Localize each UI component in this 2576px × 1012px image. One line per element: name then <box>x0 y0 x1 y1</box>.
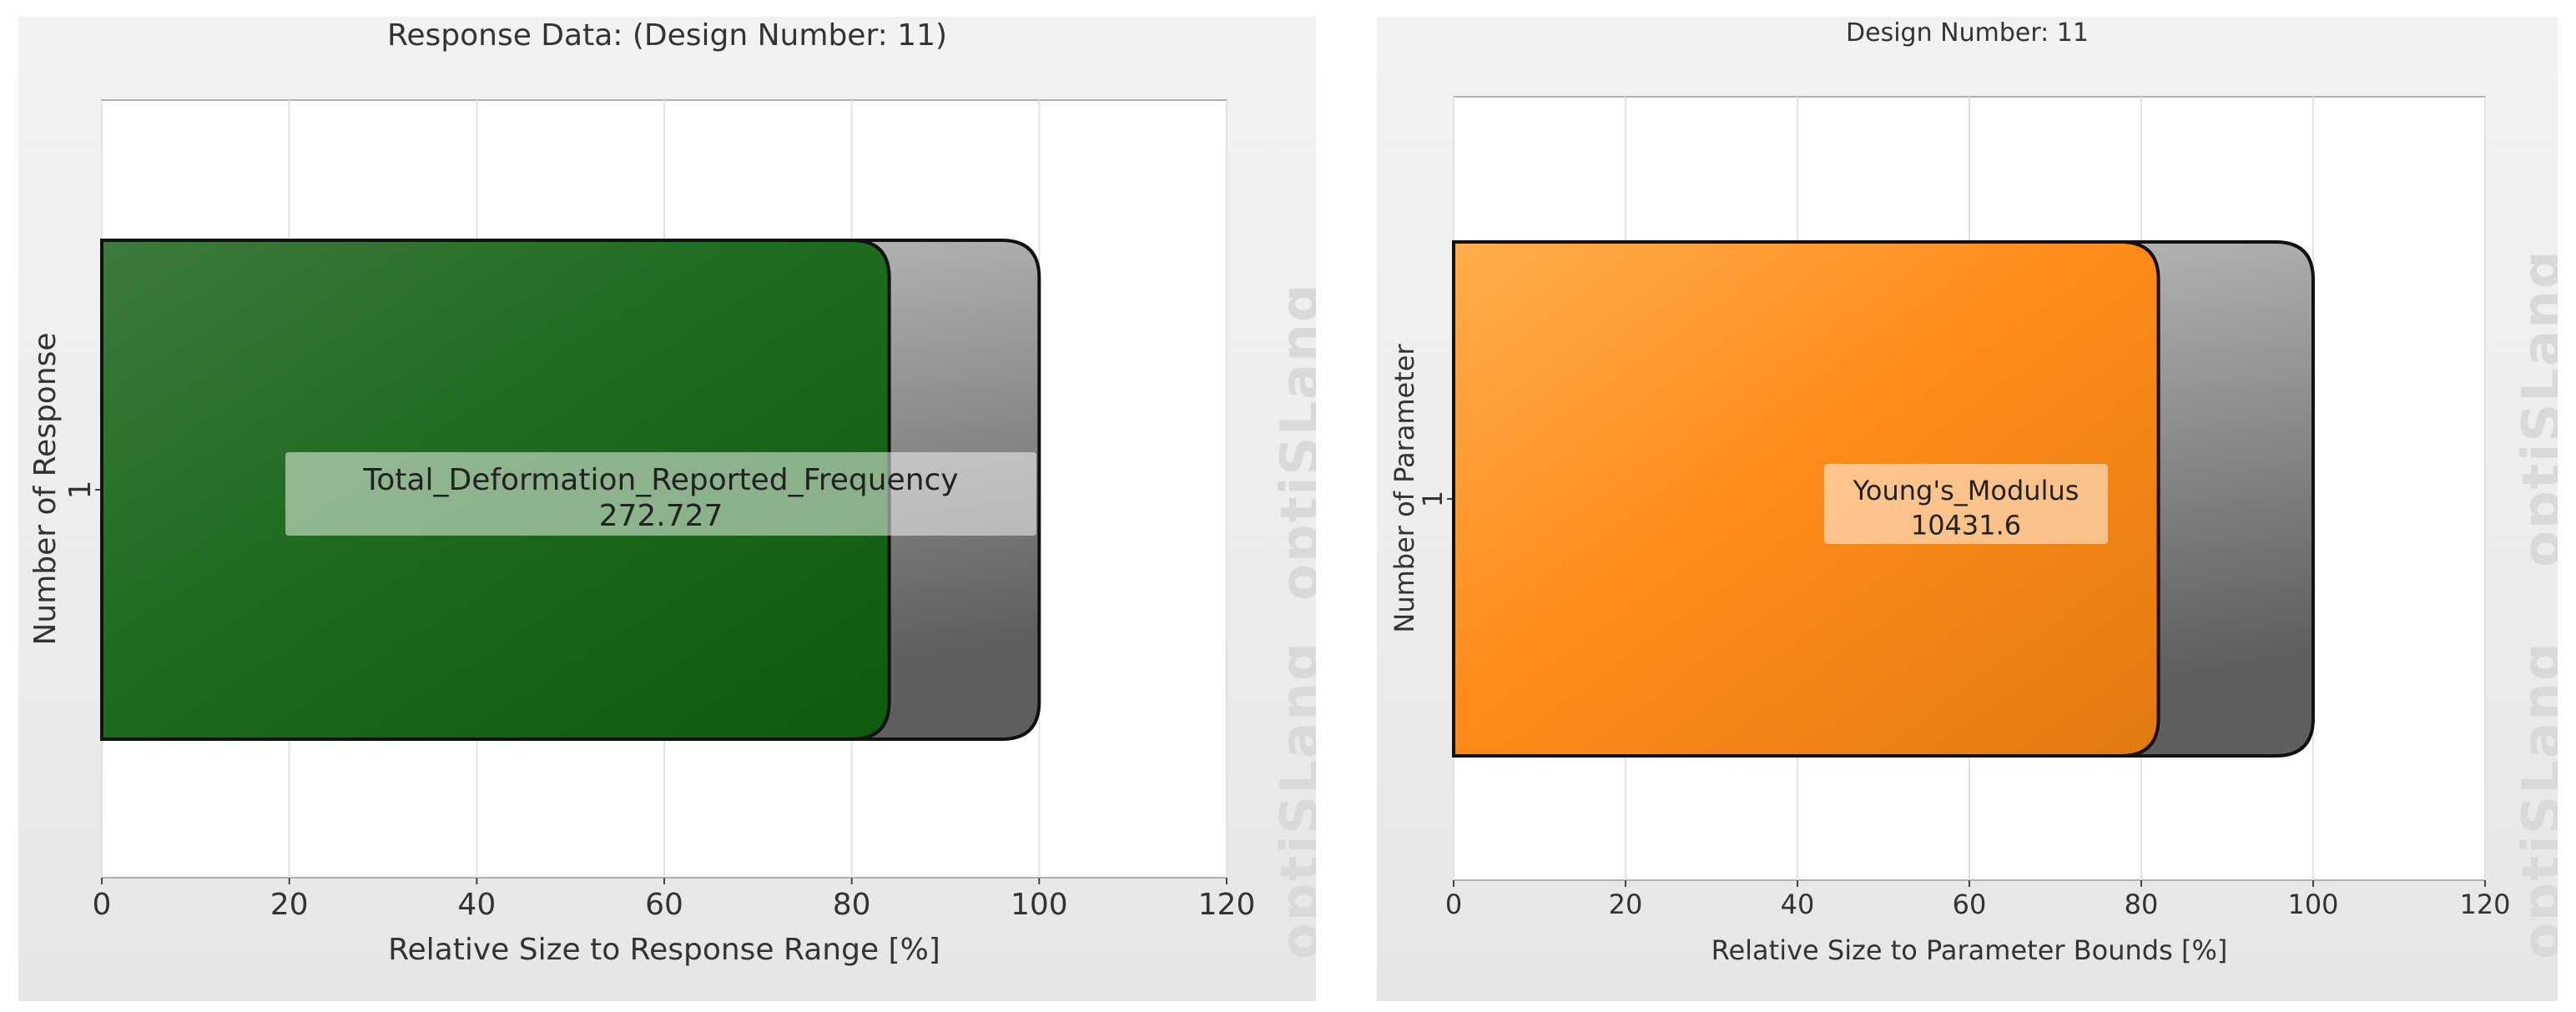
x-tick-label: 120 <box>2459 889 2510 920</box>
x-tick-label: 40 <box>1781 889 1815 920</box>
bar-label-value: 10431.6 <box>1911 509 2021 541</box>
x-tick-label: 20 <box>270 888 309 922</box>
x-tick-label: 120 <box>1198 888 1256 922</box>
response-chart-panel: Response Data: (Design Number: 11) optiS… <box>18 17 1316 1001</box>
value-bar <box>1452 240 2160 758</box>
bar-label-value: 272.727 <box>599 499 723 533</box>
x-tick-label: 100 <box>1011 888 1068 922</box>
x-tick-label: 60 <box>645 888 683 922</box>
x-tick-label: 0 <box>93 888 112 922</box>
y-tick-label: 1 <box>1417 491 1449 507</box>
y-axis-label: Number of Parameter <box>1389 344 1420 633</box>
x-tick-label: 80 <box>833 888 871 922</box>
value-label-box <box>1824 464 2108 544</box>
response-chart: 0 20 40 60 80 100 120 1 Total_Deformation_Report… <box>28 99 1256 967</box>
value-label-box <box>285 452 1036 536</box>
bar-label-name: Young's_Modulus <box>1853 475 2079 506</box>
chart-title: Design Number: 11 <box>1846 18 2089 48</box>
y-tick-label: 1 <box>63 481 98 500</box>
bar-label-name: Total_Deformation_Reported_Frequency <box>362 463 958 497</box>
x-axis-label: Relative Size to Parameter Bounds [%] <box>1711 934 2228 966</box>
x-tick-label: 100 <box>2287 889 2338 920</box>
x-tick-label: 80 <box>2125 889 2159 920</box>
x-tick-label: 0 <box>1445 889 1462 920</box>
x-tick-label: 40 <box>457 888 496 922</box>
x-tick-label: 20 <box>1609 889 1643 920</box>
chart-title: Response Data: (Design Number: 11) <box>386 18 948 53</box>
y-axis-label: Number of Response <box>28 332 63 645</box>
x-tick-label: 60 <box>1953 889 1987 920</box>
x-axis-label: Relative Size to Response Range [%] <box>388 933 940 967</box>
